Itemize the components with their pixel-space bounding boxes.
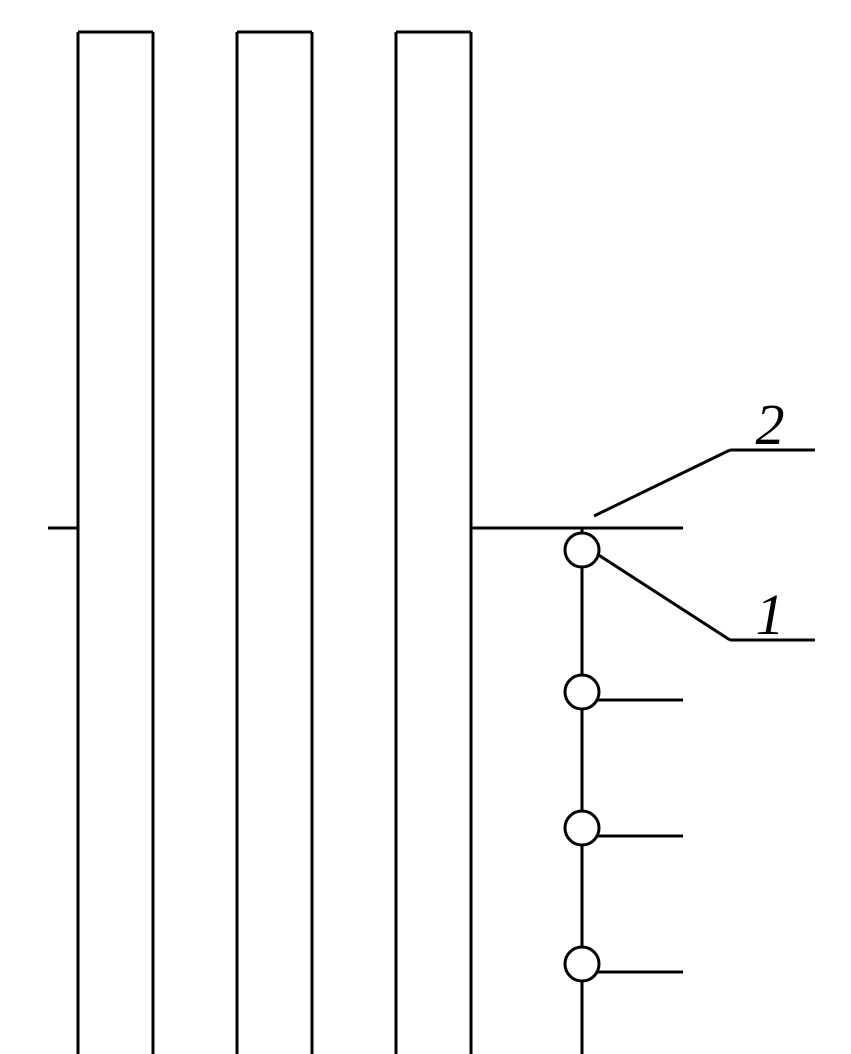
node-circle-2	[565, 811, 599, 845]
node-circle-0	[565, 533, 599, 567]
leader-label1-diagonal	[597, 554, 730, 640]
node-circle-1	[565, 675, 599, 709]
label-2: 2	[756, 392, 785, 457]
horizontal-lines-group	[471, 528, 683, 972]
columns-group	[78, 32, 471, 1054]
leader-label2-diagonal	[594, 450, 730, 516]
node-circle-3	[565, 947, 599, 981]
label-1: 1	[756, 582, 785, 647]
engineering-diagram: 2 1	[0, 0, 851, 1054]
